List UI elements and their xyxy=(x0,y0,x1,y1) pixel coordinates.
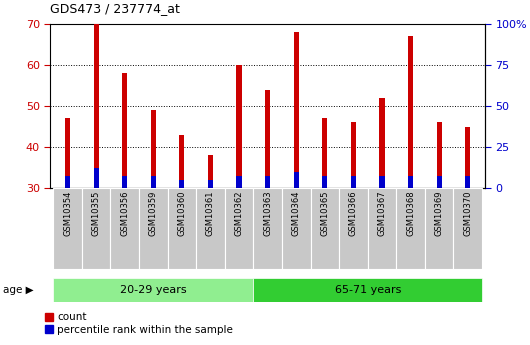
Bar xyxy=(253,278,482,302)
Bar xyxy=(351,176,356,188)
Text: GDS473 / 237774_at: GDS473 / 237774_at xyxy=(50,2,180,16)
Bar xyxy=(151,110,156,188)
Bar xyxy=(351,122,356,188)
Bar xyxy=(208,180,213,188)
Text: GSM10354: GSM10354 xyxy=(63,190,72,236)
Bar xyxy=(93,168,99,188)
Bar xyxy=(437,176,442,188)
Bar xyxy=(65,176,70,188)
Bar xyxy=(236,176,242,188)
Bar xyxy=(294,32,299,188)
Bar xyxy=(65,118,70,188)
Bar xyxy=(339,188,368,269)
Bar xyxy=(236,65,242,188)
Bar xyxy=(425,188,454,269)
Text: GSM10359: GSM10359 xyxy=(149,190,158,236)
Bar xyxy=(396,188,425,269)
Bar xyxy=(93,24,99,188)
Text: GSM10362: GSM10362 xyxy=(235,190,244,236)
Bar xyxy=(454,188,482,269)
Bar xyxy=(282,188,311,269)
Bar xyxy=(253,188,282,269)
Text: GSM10364: GSM10364 xyxy=(292,190,301,236)
Bar xyxy=(110,188,139,269)
Bar xyxy=(311,188,339,269)
Bar xyxy=(265,176,270,188)
Bar xyxy=(122,176,127,188)
Text: GSM10365: GSM10365 xyxy=(320,190,329,236)
Text: 20-29 years: 20-29 years xyxy=(120,285,187,295)
Bar xyxy=(53,188,82,269)
Bar xyxy=(368,188,396,269)
Bar xyxy=(437,122,442,188)
Bar xyxy=(465,176,470,188)
Bar xyxy=(408,176,413,188)
Bar xyxy=(53,278,253,302)
Bar xyxy=(322,118,328,188)
Bar xyxy=(225,188,253,269)
Bar xyxy=(322,176,328,188)
Bar xyxy=(179,135,184,188)
Text: GSM10356: GSM10356 xyxy=(120,190,129,236)
Legend: count, percentile rank within the sample: count, percentile rank within the sample xyxy=(45,312,233,335)
Bar xyxy=(379,98,385,188)
Bar xyxy=(122,73,127,188)
Text: GSM10368: GSM10368 xyxy=(406,190,415,236)
Bar xyxy=(167,188,196,269)
Bar xyxy=(294,171,299,188)
Text: GSM10367: GSM10367 xyxy=(377,190,386,236)
Text: GSM10366: GSM10366 xyxy=(349,190,358,236)
Text: GSM10370: GSM10370 xyxy=(463,190,472,236)
Bar xyxy=(82,188,110,269)
Bar xyxy=(179,180,184,188)
Bar xyxy=(208,155,213,188)
Bar xyxy=(196,188,225,269)
Text: GSM10361: GSM10361 xyxy=(206,190,215,236)
Bar xyxy=(265,90,270,188)
Bar xyxy=(465,127,470,188)
Text: age ▶: age ▶ xyxy=(3,285,33,295)
Text: GSM10355: GSM10355 xyxy=(92,190,101,236)
Text: GSM10360: GSM10360 xyxy=(178,190,187,236)
Bar xyxy=(139,188,167,269)
Bar xyxy=(379,176,385,188)
Text: 65-71 years: 65-71 years xyxy=(334,285,401,295)
Text: GSM10369: GSM10369 xyxy=(435,190,444,236)
Text: GSM10363: GSM10363 xyxy=(263,190,272,236)
Bar xyxy=(151,176,156,188)
Bar xyxy=(408,37,413,188)
